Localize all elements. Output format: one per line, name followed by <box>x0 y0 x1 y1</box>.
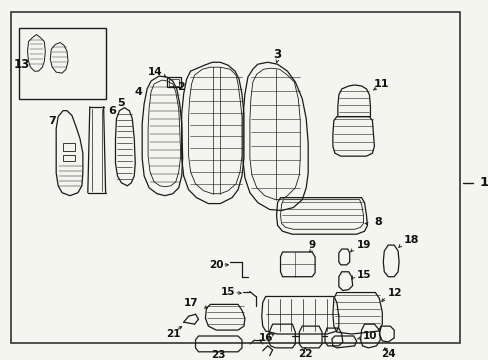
Text: 6: 6 <box>108 106 116 116</box>
Bar <box>63 143 75 151</box>
Text: 9: 9 <box>308 240 315 250</box>
Text: 4: 4 <box>134 87 142 97</box>
Text: 10: 10 <box>362 331 376 341</box>
Text: 23: 23 <box>211 350 225 360</box>
Text: 5: 5 <box>117 98 125 108</box>
Text: 13: 13 <box>14 58 30 71</box>
Text: 21: 21 <box>166 329 181 339</box>
Text: 15: 15 <box>221 287 235 297</box>
Text: 12: 12 <box>387 288 402 297</box>
Text: 14: 14 <box>147 67 162 77</box>
Text: 7: 7 <box>48 116 56 126</box>
Bar <box>166 77 181 87</box>
Text: 15: 15 <box>356 270 370 280</box>
Text: 1: 1 <box>478 176 488 189</box>
Text: 20: 20 <box>208 260 223 270</box>
Bar <box>63 155 75 161</box>
Text: 3: 3 <box>273 48 281 61</box>
Bar <box>168 79 179 86</box>
Text: 24: 24 <box>380 349 395 359</box>
Text: 17: 17 <box>183 298 198 309</box>
Text: 16: 16 <box>258 333 272 343</box>
Text: 2: 2 <box>177 82 184 92</box>
Text: 19: 19 <box>356 240 370 250</box>
Text: 11: 11 <box>373 79 388 89</box>
Bar <box>19 28 105 99</box>
Text: 8: 8 <box>374 217 382 228</box>
Text: 18: 18 <box>403 235 419 245</box>
Text: 22: 22 <box>297 349 312 359</box>
